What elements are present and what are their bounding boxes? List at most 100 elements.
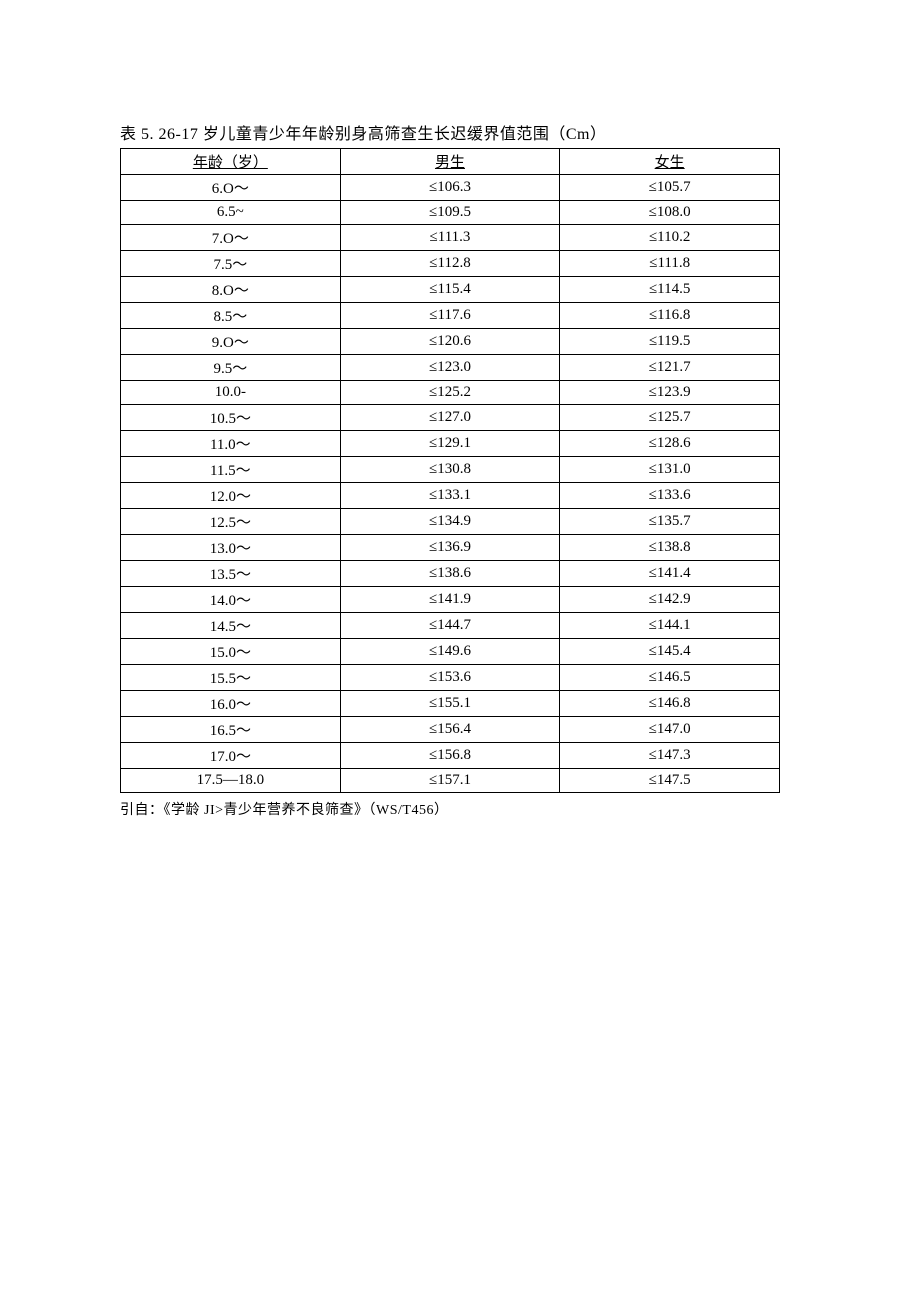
cell-age: 12.0～ [121,483,341,509]
cell-male: ≤153.6 [340,665,560,691]
table-header-row: 年龄（岁） 男生 女生 [121,149,780,175]
table-row: 7.5～≤112.8≤111.8 [121,251,780,277]
table-row: 12.0～≤133.1≤133.6 [121,483,780,509]
cell-female: ≤108.0 [560,201,780,225]
cell-age: 15.0～ [121,639,341,665]
table-row: 11.0～≤129.1≤128.6 [121,431,780,457]
cell-female: ≤146.5 [560,665,780,691]
table-row: 15.0～≤149.6≤145.4 [121,639,780,665]
cell-female: ≤141.4 [560,561,780,587]
cell-age: 10.5～ [121,405,341,431]
cell-female: ≤125.7 [560,405,780,431]
cell-male: ≤123.0 [340,355,560,381]
cell-female: ≤135.7 [560,509,780,535]
cell-female: ≤105.7 [560,175,780,201]
cell-male: ≤136.9 [340,535,560,561]
cell-male: ≤129.1 [340,431,560,457]
cell-male: ≤112.8 [340,251,560,277]
cell-male: ≤149.6 [340,639,560,665]
cell-age: 13.5～ [121,561,341,587]
cell-age: 7.5～ [121,251,341,277]
cell-age: 17.0～ [121,743,341,769]
cell-age: 7.O～ [121,225,341,251]
cell-male: ≤157.1 [340,769,560,793]
table-row: 12.5～≤134.9≤135.7 [121,509,780,535]
table-row: 13.0～≤136.9≤138.8 [121,535,780,561]
cell-male: ≤141.9 [340,587,560,613]
cell-female: ≤133.6 [560,483,780,509]
table-row: 7.O～≤111.3≤110.2 [121,225,780,251]
cell-female: ≤147.0 [560,717,780,743]
cell-male: ≤106.3 [340,175,560,201]
cell-age: 16.5～ [121,717,341,743]
cell-female: ≤123.9 [560,381,780,405]
cell-female: ≤144.1 [560,613,780,639]
cell-male: ≤156.8 [340,743,560,769]
table-row: 14.5～≤144.7≤144.1 [121,613,780,639]
table-row: 8.5～≤117.6≤116.8 [121,303,780,329]
table-row: 17.0～≤156.8≤147.3 [121,743,780,769]
cell-age: 17.5—18.0 [121,769,341,793]
table-row: 9.O～≤120.6≤119.5 [121,329,780,355]
cell-age: 13.0～ [121,535,341,561]
col-header-age: 年龄（岁） [121,149,341,175]
table-row: 8.O～≤115.4≤114.5 [121,277,780,303]
cell-age: 14.5～ [121,613,341,639]
cell-female: ≤119.5 [560,329,780,355]
cell-female: ≤147.3 [560,743,780,769]
col-header-female: 女生 [560,149,780,175]
cell-male: ≤111.3 [340,225,560,251]
cell-female: ≤111.8 [560,251,780,277]
cell-female: ≤116.8 [560,303,780,329]
cell-female: ≤138.8 [560,535,780,561]
cell-age: 11.0～ [121,431,341,457]
cell-male: ≤109.5 [340,201,560,225]
cell-male: ≤133.1 [340,483,560,509]
cell-male: ≤138.6 [340,561,560,587]
cell-age: 10.0- [121,381,341,405]
cell-male: ≤125.2 [340,381,560,405]
cell-male: ≤127.0 [340,405,560,431]
cell-female: ≤128.6 [560,431,780,457]
cell-female: ≤146.8 [560,691,780,717]
cell-male: ≤144.7 [340,613,560,639]
table-row: 15.5～≤153.6≤146.5 [121,665,780,691]
cell-male: ≤156.4 [340,717,560,743]
height-screening-table: 年龄（岁） 男生 女生 6.O～≤106.3≤105.76.5~≤109.5≤1… [120,148,780,793]
cell-age: 9.O～ [121,329,341,355]
table-row: 10.5～≤127.0≤125.7 [121,405,780,431]
cell-age: 8.O～ [121,277,341,303]
cell-age: 6.O～ [121,175,341,201]
table-row: 11.5～≤130.8≤131.0 [121,457,780,483]
table-caption: 表 5. 26-17 岁儿童青少年年龄别身高筛查生长迟缓界值范围（Cm） [120,120,920,144]
cell-female: ≤147.5 [560,769,780,793]
table-row: 17.5—18.0≤157.1≤147.5 [121,769,780,793]
table-row: 6.5~≤109.5≤108.0 [121,201,780,225]
table-row: 14.0～≤141.9≤142.9 [121,587,780,613]
table-row: 9.5～≤123.0≤121.7 [121,355,780,381]
cell-age: 12.5～ [121,509,341,535]
cell-female: ≤121.7 [560,355,780,381]
cell-female: ≤114.5 [560,277,780,303]
cell-age: 15.5～ [121,665,341,691]
table-row: 6.O～≤106.3≤105.7 [121,175,780,201]
cell-age: 8.5～ [121,303,341,329]
footnote: 引自：《学龄 JI>青少年营养不良筛查》（WS/T456） [120,799,920,819]
cell-age: 11.5～ [121,457,341,483]
cell-male: ≤115.4 [340,277,560,303]
cell-male: ≤130.8 [340,457,560,483]
table-row: 10.0-≤125.2≤123.9 [121,381,780,405]
cell-female: ≤110.2 [560,225,780,251]
col-header-male: 男生 [340,149,560,175]
cell-age: 6.5~ [121,201,341,225]
cell-age: 9.5～ [121,355,341,381]
cell-male: ≤155.1 [340,691,560,717]
cell-age: 16.0～ [121,691,341,717]
cell-male: ≤117.6 [340,303,560,329]
table-row: 16.5～≤156.4≤147.0 [121,717,780,743]
cell-female: ≤145.4 [560,639,780,665]
cell-age: 14.0～ [121,587,341,613]
cell-male: ≤120.6 [340,329,560,355]
table-row: 16.0～≤155.1≤146.8 [121,691,780,717]
cell-male: ≤134.9 [340,509,560,535]
